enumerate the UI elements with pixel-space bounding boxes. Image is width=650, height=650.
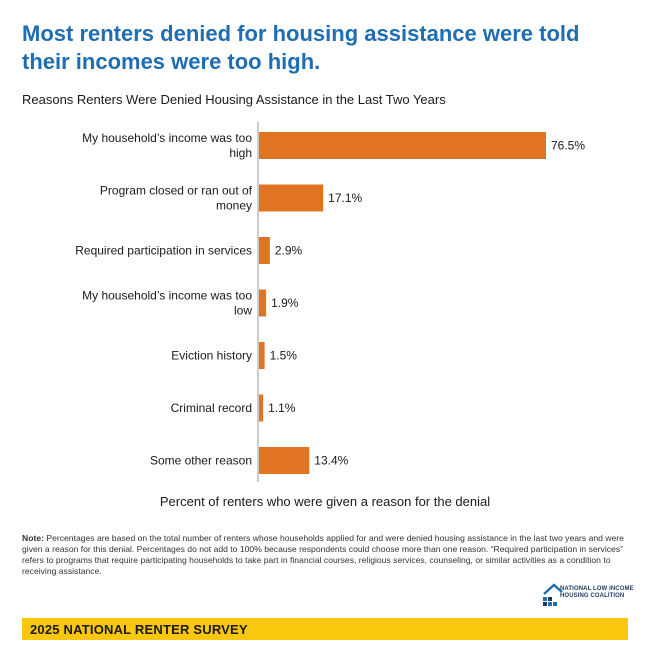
logo-line-1: NATIONAL LOW INCOME — [560, 586, 634, 592]
bar-chart: 76.5%My household’s income was too high17… — [75, 122, 585, 482]
data-label: 1.1% — [268, 401, 296, 415]
category-label-line: Eviction history — [171, 349, 252, 363]
bar — [259, 394, 264, 422]
footer-bar: 2025 NATIONAL RENTER SURVEY — [22, 618, 628, 640]
house-roof-logo-icon — [543, 583, 563, 606]
data-label: 13.4% — [314, 454, 348, 468]
x-axis-label: Percent of renters who were given a reas… — [159, 494, 491, 509]
data-label: 1.5% — [270, 349, 298, 363]
data-label: 76.5% — [551, 139, 585, 153]
category-label-line: money — [216, 199, 252, 213]
category-label: Program closed or ran out of money — [100, 184, 253, 213]
data-label: 1.9% — [271, 296, 299, 310]
bar — [259, 132, 546, 159]
category-label-line: low — [234, 304, 252, 318]
category-label: My household’s income was too low — [82, 289, 252, 318]
category-label: Eviction history — [171, 349, 252, 363]
bar — [259, 342, 265, 369]
data-label: 2.9% — [275, 244, 303, 258]
category-label-line: Some other reason — [150, 454, 252, 468]
category-label-line: Required participation in services — [75, 244, 252, 258]
note: Note: Percentages are based on the total… — [22, 533, 628, 577]
note-label: Note: — [22, 533, 44, 543]
category-label-line: Criminal record — [171, 401, 252, 415]
category-label: Criminal record — [171, 401, 252, 415]
category-label-line: Program closed or ran out of — [100, 184, 253, 198]
category-label: My household’s income was too high — [82, 131, 252, 160]
bar — [259, 184, 324, 212]
category-label-line: My household’s income was too — [82, 131, 252, 145]
category-label-line: My household’s income was too — [82, 289, 252, 303]
category-label: Required participation in services — [75, 244, 252, 258]
category-label-line: high — [229, 146, 252, 160]
bar — [259, 237, 270, 264]
bar — [259, 447, 310, 474]
category-label: Some other reason — [150, 454, 252, 468]
logo-text: NATIONAL LOW INCOME HOUSING COALITION — [560, 586, 642, 600]
footer-text: 2025 NATIONAL RENTER SURVEY — [30, 622, 248, 637]
note-text: Percentages are based on the total numbe… — [22, 533, 624, 576]
logo-line-2: HOUSING COALITION — [560, 593, 625, 599]
headline: Most renters denied for housing assistan… — [22, 21, 580, 74]
data-label: 17.1% — [328, 191, 362, 205]
bar — [259, 289, 267, 317]
chart-subtitle: Reasons Renters Were Denied Housing Assi… — [22, 92, 446, 107]
nlihc-logo: NATIONAL LOW INCOME HOUSING COALITION — [540, 582, 640, 612]
